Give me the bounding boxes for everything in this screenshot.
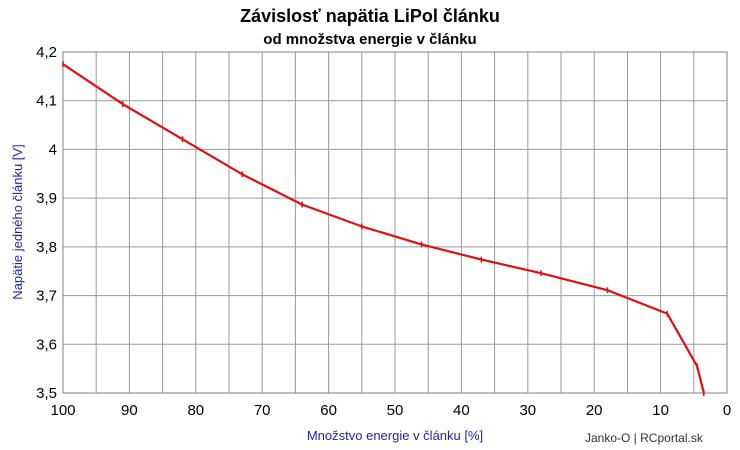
y-tick-label: 3,9 [36, 190, 57, 207]
series-line [62, 63, 705, 394]
y-tick-label: 3,6 [36, 336, 57, 353]
credit-text: Janko-O | RCportal.sk [585, 431, 704, 445]
x-tick-label: 10 [652, 402, 669, 419]
y-axis-label: Napätie jedného článku [V] [10, 144, 25, 299]
chart-subtitle: od množstva energie v článku [263, 31, 476, 48]
x-tick-label: 50 [387, 402, 404, 419]
x-tick-label: 80 [187, 402, 204, 419]
y-tick-label: 3,5 [36, 385, 57, 402]
x-tick-label: 60 [320, 402, 337, 419]
y-tick-label: 4 [49, 141, 57, 158]
x-tick-label: 40 [453, 402, 470, 419]
x-tick-label: 0 [723, 402, 731, 419]
grid [63, 52, 727, 393]
x-tick-label: 20 [586, 402, 603, 419]
chart-title: Závislosť napätia LiPol článku [240, 6, 500, 26]
x-tick-label: 100 [50, 402, 75, 419]
plot-area [62, 51, 728, 394]
x-tick-label: 90 [121, 402, 138, 419]
x-tick-label: 70 [254, 402, 271, 419]
y-tick-label: 3,8 [36, 239, 57, 256]
y-tick-label: 4,2 [36, 44, 57, 61]
x-axis-label: Množstvo energie v článku [%] [307, 428, 483, 443]
series-layer [62, 61, 705, 396]
y-tick-label: 3,7 [36, 288, 57, 305]
y-tick-label: 4,1 [36, 93, 57, 110]
x-tick-label: 30 [519, 402, 536, 419]
